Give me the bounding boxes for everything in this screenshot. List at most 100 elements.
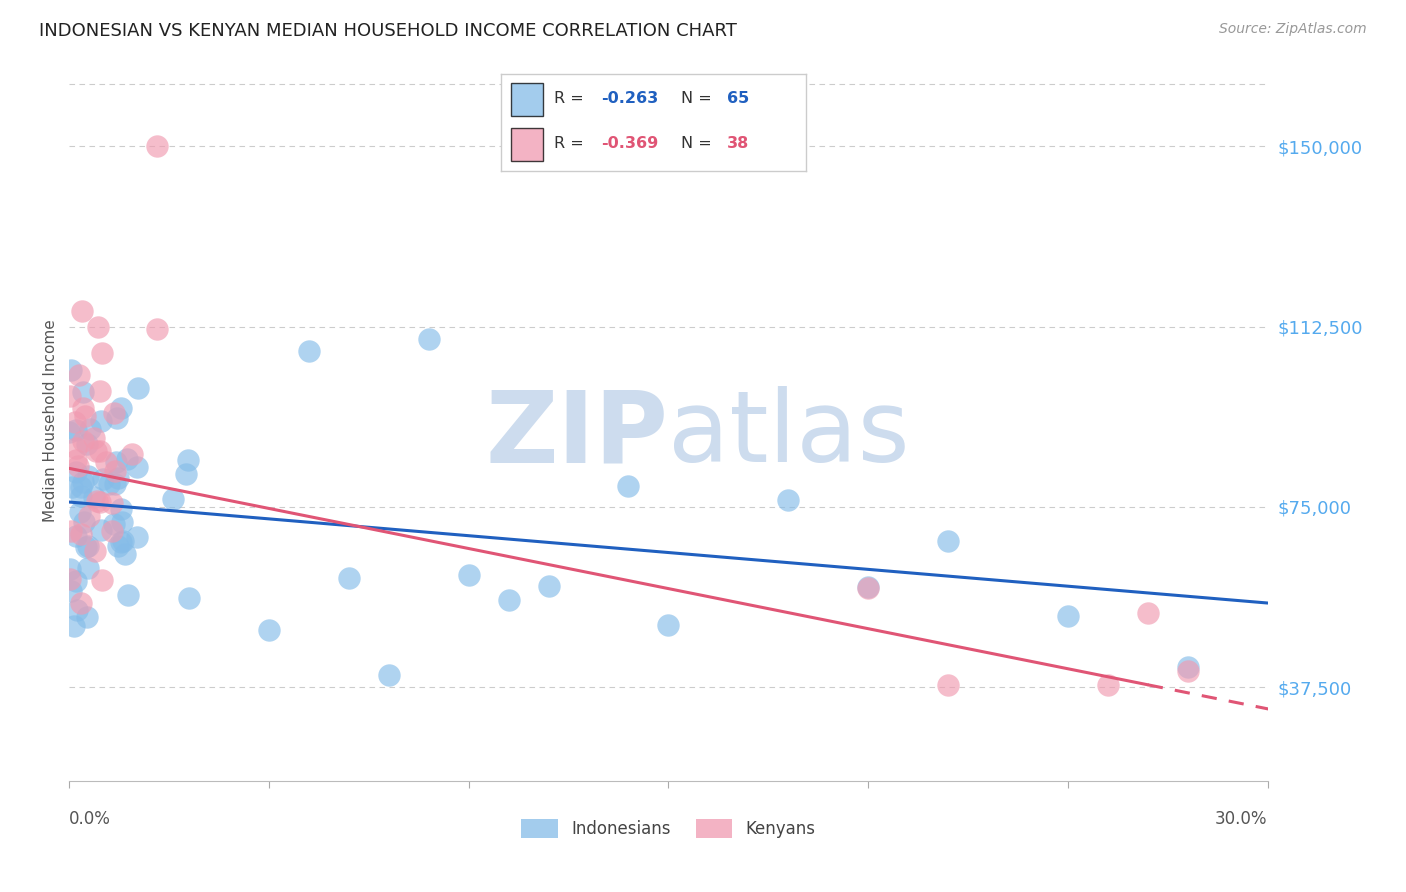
Point <box>77 540 100 554</box>
Point <box>72 475 94 490</box>
Point <box>83 491 105 505</box>
Point <box>146 139 169 153</box>
Point <box>117 588 139 602</box>
Point <box>67 368 90 382</box>
Point <box>657 618 679 632</box>
Point <box>72 434 94 449</box>
Point <box>76 610 98 624</box>
Point <box>59 584 82 599</box>
Point <box>89 444 111 458</box>
Point <box>162 492 184 507</box>
Point <box>418 332 440 346</box>
Point <box>537 579 560 593</box>
Point <box>121 447 143 461</box>
Point <box>72 401 94 415</box>
Point <box>77 509 100 524</box>
Point <box>65 574 87 588</box>
Text: 30.0%: 30.0% <box>1215 810 1268 829</box>
Point <box>936 678 959 692</box>
Point <box>90 414 112 428</box>
Point <box>104 477 127 491</box>
Point <box>498 593 520 607</box>
Point <box>70 303 93 318</box>
Point <box>65 441 87 455</box>
Point <box>90 523 112 537</box>
Point <box>104 455 127 469</box>
Point <box>70 527 93 541</box>
Point <box>104 464 127 478</box>
Point <box>59 389 82 403</box>
Point <box>936 533 959 548</box>
Point <box>337 571 360 585</box>
Point <box>114 547 136 561</box>
Point <box>84 443 107 458</box>
Point <box>110 534 132 549</box>
Point <box>60 480 83 494</box>
Point <box>125 460 148 475</box>
Point <box>103 406 125 420</box>
Point <box>111 515 134 529</box>
Point <box>94 455 117 469</box>
Point <box>778 492 800 507</box>
Point <box>112 533 135 548</box>
Y-axis label: Median Household Income: Median Household Income <box>44 319 58 522</box>
Point <box>59 572 82 586</box>
Point <box>65 465 87 479</box>
Point <box>110 501 132 516</box>
Point <box>87 320 110 334</box>
Point <box>73 409 96 424</box>
Text: atlas: atlas <box>668 386 910 483</box>
Point <box>89 495 111 509</box>
Point <box>1097 678 1119 692</box>
Point <box>378 668 401 682</box>
Text: Source: ZipAtlas.com: Source: ZipAtlas.com <box>1219 22 1367 37</box>
Point <box>69 505 91 519</box>
Point <box>79 422 101 436</box>
Point <box>65 529 87 543</box>
Point <box>59 561 82 575</box>
Point <box>257 623 280 637</box>
Point <box>457 568 479 582</box>
Point <box>72 384 94 399</box>
Point <box>110 401 132 416</box>
Point <box>1136 606 1159 620</box>
Point <box>177 452 200 467</box>
Point <box>70 480 93 494</box>
Point <box>60 362 83 376</box>
Point <box>174 467 197 481</box>
Point <box>65 453 87 467</box>
Point <box>856 580 879 594</box>
Point <box>97 477 120 491</box>
Point <box>67 458 90 473</box>
Point <box>75 541 97 555</box>
Point <box>66 603 89 617</box>
Text: ZIP: ZIP <box>485 386 668 483</box>
Point <box>103 517 125 532</box>
Legend: Indonesians, Kenyans: Indonesians, Kenyans <box>515 813 823 845</box>
Point <box>76 437 98 451</box>
Point <box>107 539 129 553</box>
Point <box>70 596 93 610</box>
Point <box>115 452 138 467</box>
Point <box>62 619 84 633</box>
Point <box>83 544 105 558</box>
Point <box>65 424 87 438</box>
Point <box>83 431 105 445</box>
Point <box>76 469 98 483</box>
Point <box>1177 664 1199 678</box>
Point <box>1057 609 1080 624</box>
Point <box>70 489 93 503</box>
Point <box>90 573 112 587</box>
Text: 0.0%: 0.0% <box>69 810 111 829</box>
Point <box>127 381 149 395</box>
Point <box>177 591 200 605</box>
Point <box>100 496 122 510</box>
Text: INDONESIAN VS KENYAN MEDIAN HOUSEHOLD INCOME CORRELATION CHART: INDONESIAN VS KENYAN MEDIAN HOUSEHOLD IN… <box>39 22 737 40</box>
Point <box>100 524 122 538</box>
Point <box>91 346 114 360</box>
Point <box>105 410 128 425</box>
Point <box>107 471 129 485</box>
Point <box>91 472 114 486</box>
Point <box>617 479 640 493</box>
Point <box>58 425 80 439</box>
